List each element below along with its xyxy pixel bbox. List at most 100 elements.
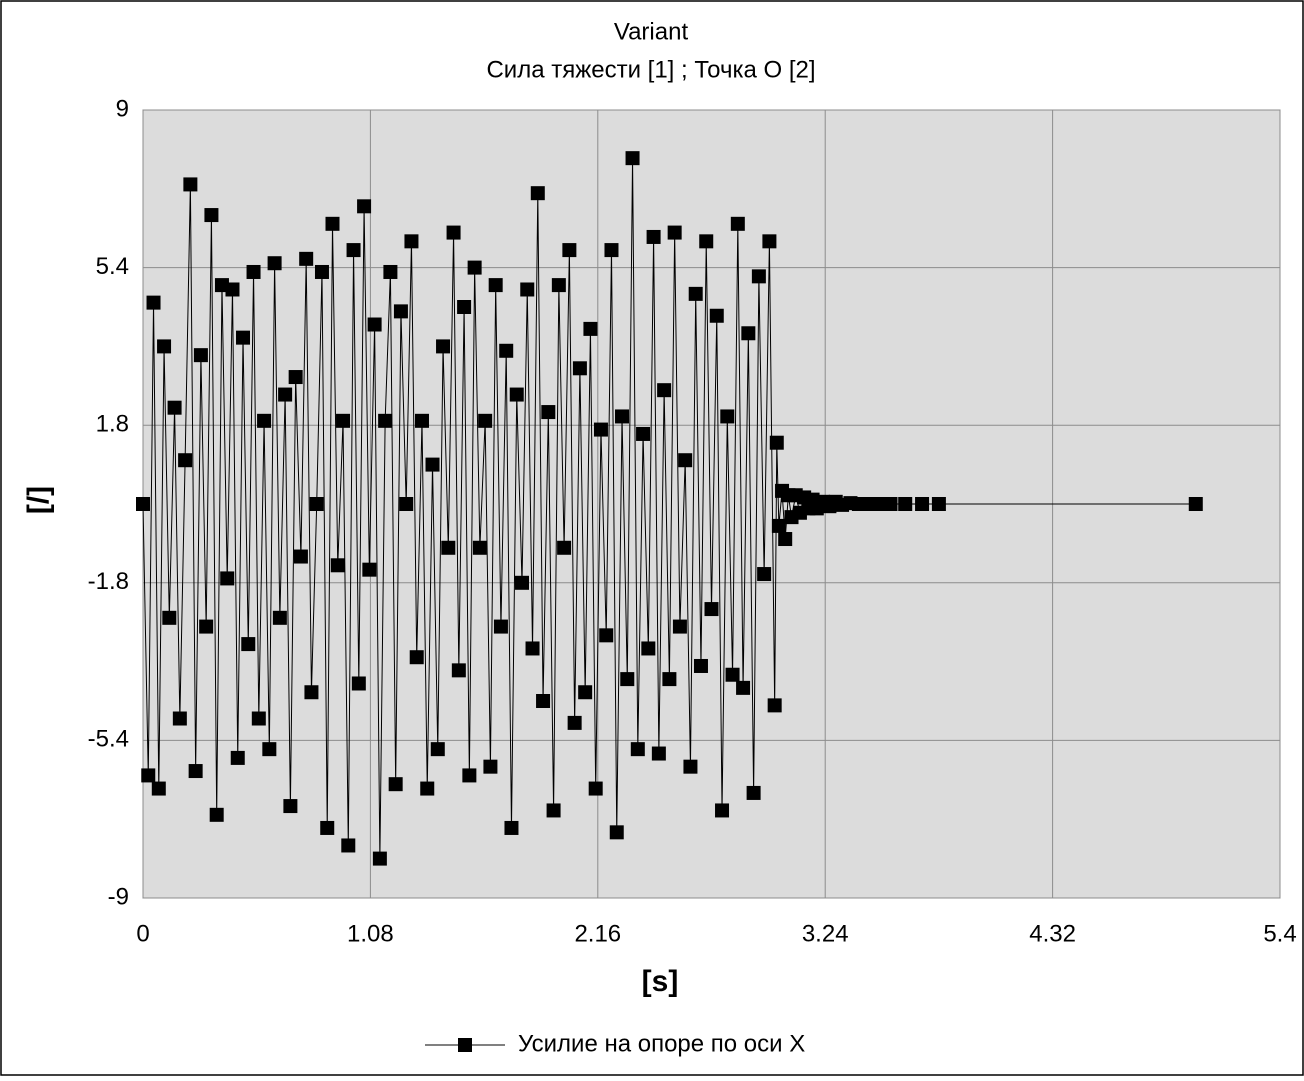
data-point	[667, 225, 682, 240]
y-axis-label: [/]	[22, 486, 55, 514]
data-point	[183, 177, 198, 192]
data-point	[362, 562, 377, 577]
data-point	[414, 413, 429, 428]
data-point	[388, 777, 403, 792]
data-point	[446, 225, 461, 240]
data-point	[378, 413, 393, 428]
data-point	[762, 234, 777, 249]
data-point	[720, 409, 735, 424]
data-point	[272, 610, 287, 625]
data-point	[472, 540, 487, 555]
data-point	[898, 497, 913, 511]
x-tick-label: 5.4	[1263, 920, 1296, 947]
y-tick-label: -1.8	[88, 568, 129, 595]
data-point	[746, 785, 761, 800]
data-point	[620, 672, 635, 687]
data-point	[583, 321, 598, 336]
data-point	[709, 308, 724, 323]
data-point	[557, 540, 572, 555]
data-point	[351, 676, 366, 691]
data-point	[572, 361, 587, 376]
x-tick-label: 1.08	[347, 920, 394, 947]
x-axis-label: [s]	[642, 965, 679, 998]
data-point	[225, 282, 240, 297]
data-point	[188, 764, 203, 779]
data-point	[267, 256, 282, 271]
data-point	[341, 838, 356, 853]
data-point	[288, 370, 303, 385]
data-point	[678, 453, 693, 468]
legend: Усилие на опоре по оси X	[425, 1030, 805, 1057]
data-point	[504, 820, 519, 835]
data-point	[851, 497, 866, 511]
data-point	[441, 540, 456, 555]
data-point	[167, 400, 182, 415]
data-point	[609, 825, 624, 840]
data-point	[499, 343, 514, 358]
data-point	[241, 637, 256, 652]
data-point	[214, 278, 229, 293]
data-point	[483, 759, 498, 774]
data-point	[236, 330, 251, 345]
data-point	[246, 264, 261, 279]
data-point	[251, 711, 266, 726]
data-point	[204, 208, 219, 223]
data-point	[393, 304, 408, 319]
data-point	[578, 685, 593, 700]
data-point	[467, 260, 482, 275]
data-point	[751, 269, 766, 284]
data-point	[199, 619, 214, 634]
data-point	[314, 264, 329, 279]
y-tick-label: 9	[116, 95, 129, 122]
data-point	[883, 497, 898, 511]
data-point	[736, 680, 751, 695]
data-point	[330, 558, 345, 573]
data-point	[615, 409, 630, 424]
legend-marker	[458, 1038, 472, 1052]
data-point	[915, 497, 930, 511]
data-point	[599, 628, 614, 643]
data-point	[771, 518, 786, 533]
data-point	[457, 300, 472, 314]
data-point	[283, 799, 298, 814]
data-point	[293, 549, 308, 564]
data-point	[372, 851, 387, 866]
data-point	[672, 619, 687, 634]
data-point	[525, 641, 540, 656]
data-point	[325, 216, 340, 231]
data-point	[551, 278, 566, 293]
x-tick-label: 2.16	[574, 920, 621, 947]
data-point	[767, 698, 782, 713]
data-point	[662, 672, 677, 687]
data-point	[567, 715, 582, 730]
plot	[136, 151, 1203, 866]
data-point	[399, 497, 414, 511]
data-point	[478, 413, 493, 428]
y-tick-label: -5.4	[88, 726, 129, 753]
data-point	[178, 453, 193, 468]
data-point	[715, 803, 730, 818]
data-point	[1188, 497, 1203, 511]
data-point	[136, 497, 150, 511]
data-point	[320, 820, 335, 835]
y-tick-label: -9	[108, 883, 129, 910]
data-point	[641, 641, 656, 656]
data-point	[346, 243, 361, 258]
data-point	[157, 339, 172, 354]
data-point	[146, 295, 161, 310]
data-point	[546, 803, 561, 818]
data-point	[141, 768, 156, 783]
data-point	[257, 413, 272, 428]
data-point	[430, 742, 445, 757]
x-tick-label: 0	[136, 920, 149, 947]
data-point	[172, 711, 187, 726]
data-point	[462, 768, 477, 783]
data-point	[657, 383, 672, 398]
data-point	[741, 326, 756, 341]
data-point	[530, 186, 545, 201]
data-point	[693, 658, 708, 673]
data-point	[699, 234, 714, 249]
data-point	[404, 234, 419, 249]
data-point	[357, 199, 372, 214]
data-point	[520, 282, 535, 297]
